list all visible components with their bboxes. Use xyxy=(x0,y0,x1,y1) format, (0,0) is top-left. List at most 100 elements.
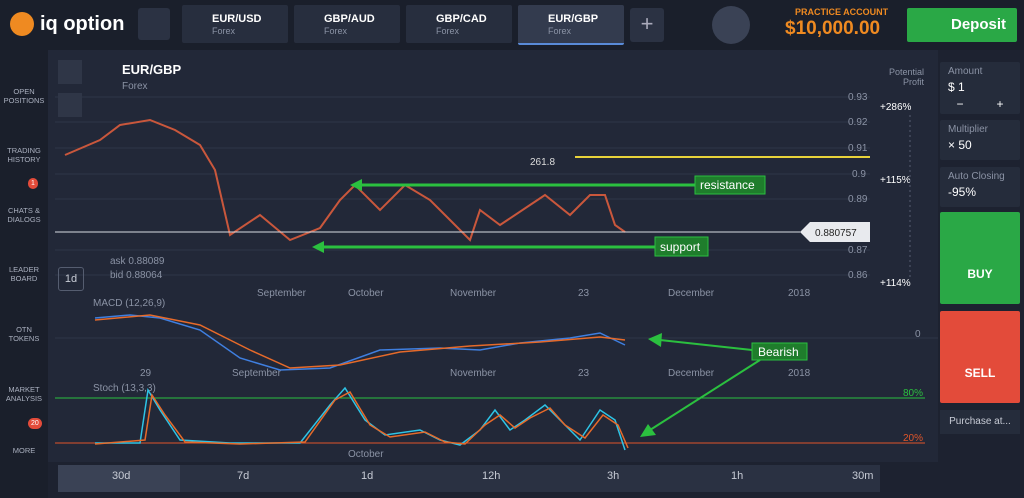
label: MARKET ANALYSIS xyxy=(5,385,43,403)
plus[interactable]: + xyxy=(996,97,1004,111)
sidebar-item[interactable]: LEADER BOARD xyxy=(0,265,48,283)
profit-level: +286% xyxy=(880,102,912,113)
header xyxy=(0,0,1024,50)
timeframe[interactable]: 30d xyxy=(112,470,131,482)
price-label: 0.92 xyxy=(848,117,868,128)
arrow xyxy=(649,359,761,431)
minus[interactable]: − xyxy=(956,97,964,111)
label: LEADER BOARD xyxy=(8,265,39,283)
price-label: 0.93 xyxy=(848,92,868,103)
label: MORE xyxy=(12,446,36,455)
price-label: 0.9 xyxy=(852,169,866,180)
pair-title[interactable]: EUR/GBP xyxy=(122,62,182,77)
multiplier-box[interactable]: Multiplier × 50 xyxy=(940,120,1020,160)
timeframe[interactable]: 3h xyxy=(607,470,620,482)
current-price: 0.880757 xyxy=(815,228,857,239)
timeframe[interactable]: 12h xyxy=(482,470,501,482)
macd-zero: 0 xyxy=(915,329,921,340)
signal-line xyxy=(94,314,626,369)
price-label: 0.91 xyxy=(848,143,868,154)
arrow xyxy=(350,179,362,191)
tab[interactable]: GBP/CAD Forex xyxy=(406,5,512,43)
tab-active[interactable]: EUR/GBP Forex xyxy=(518,5,624,45)
deposit-button[interactable]: Deposit xyxy=(907,8,1017,42)
timeframe[interactable]: 7d xyxy=(237,470,250,482)
timeframe-bar xyxy=(58,465,880,492)
bid: bid 0.88064 xyxy=(110,270,163,281)
x-label: December xyxy=(668,288,715,299)
x-label: 2018 xyxy=(788,368,811,379)
sidebar-item[interactable]: 1 CHATS & DIALOGS xyxy=(0,178,48,224)
timeframe[interactable]: 1d xyxy=(361,470,374,482)
balance[interactable]: $10,000.00 xyxy=(785,18,881,39)
arrow xyxy=(648,333,662,347)
tab-pair: GBP/CAD xyxy=(436,13,487,25)
label: Auto Closing xyxy=(948,171,1005,182)
x-label: November xyxy=(450,368,497,379)
tab[interactable]: EUR/USD Forex xyxy=(182,5,288,43)
value: $ 1 xyxy=(948,80,965,94)
macd-label: MACD (12,26,9) xyxy=(93,298,165,309)
tab-market: Forex xyxy=(548,26,572,36)
support-box xyxy=(654,236,709,257)
arrow xyxy=(640,424,656,437)
auto-closing-box[interactable]: Auto Closing -95% xyxy=(940,167,1020,207)
badge: 20 xyxy=(28,418,42,429)
tab-market: Forex xyxy=(324,26,348,36)
label: CHATS & DIALOGS xyxy=(7,206,41,224)
grid xyxy=(55,96,938,339)
account-label: PRACTICE ACCOUNT xyxy=(795,7,889,17)
support-label: support xyxy=(660,240,701,254)
sell-button[interactable]: SELL xyxy=(940,311,1020,403)
label: Multiplier xyxy=(948,124,989,135)
sidebar-item[interactable]: MARKET ANALYSIS xyxy=(0,385,48,403)
sidebar-item[interactable]: OPEN POSITIONS xyxy=(0,87,48,105)
purchase-at[interactable]: Purchase at... xyxy=(940,410,1020,434)
timeframe[interactable]: 30m xyxy=(852,470,874,482)
x-label: September xyxy=(257,288,307,299)
price-label: 0.89 xyxy=(848,194,868,205)
tab-pair: EUR/GBP xyxy=(548,13,599,25)
potential-profit: Potential Profit xyxy=(888,67,924,87)
pair-market: Forex xyxy=(122,81,148,92)
camera[interactable] xyxy=(712,6,750,44)
resistance-label: resistance xyxy=(700,178,755,192)
x-label: 23 xyxy=(578,288,590,299)
amount-box[interactable]: Amount $ 1 − + xyxy=(940,62,1020,114)
sidebar-item[interactable]: 20 MORE xyxy=(0,418,48,455)
close-button[interactable] xyxy=(58,60,82,84)
label: TRADING HISTORY xyxy=(7,146,41,164)
tab-pair: GBP/AUD xyxy=(324,13,375,25)
price-label: 0.86 xyxy=(848,270,868,281)
x-label: 29 xyxy=(140,368,152,379)
value: -95% xyxy=(948,185,977,199)
buy-button[interactable]: BUY xyxy=(940,212,1020,304)
logo: iq option xyxy=(40,13,125,35)
bearish-label: Bearish xyxy=(758,345,799,359)
tab[interactable]: GBP/AUD Forex xyxy=(294,5,400,43)
arrow xyxy=(312,241,324,253)
sidebar-item[interactable]: OTN TOKENS xyxy=(0,325,48,343)
timeframe[interactable]: 1h xyxy=(731,470,744,482)
stoch-d xyxy=(94,391,629,449)
price-label: 0.87 xyxy=(848,245,868,256)
stoch-label: Stoch (13,3,3) xyxy=(93,383,156,394)
stoch-low: 20% xyxy=(903,433,923,444)
arrow xyxy=(659,339,753,351)
add-tab[interactable]: + xyxy=(630,8,664,42)
profit-level: +115% xyxy=(880,175,911,186)
tab-pair: EUR/USD xyxy=(212,13,262,25)
period-button[interactable]: 1d xyxy=(58,267,84,291)
label: OPEN POSITIONS xyxy=(3,87,45,105)
expand-button[interactable] xyxy=(58,93,82,117)
x-label: October xyxy=(348,449,384,460)
fib-label: 261.8 xyxy=(530,157,555,168)
x-label: November xyxy=(450,288,497,299)
x-label: October xyxy=(348,288,384,299)
badge: 1 xyxy=(28,178,38,189)
stoch-high: 80% xyxy=(903,388,923,399)
sidebar-item[interactable]: TRADING HISTORY xyxy=(0,146,48,164)
grid-button[interactable] xyxy=(138,8,170,40)
current-price-box xyxy=(800,222,870,242)
